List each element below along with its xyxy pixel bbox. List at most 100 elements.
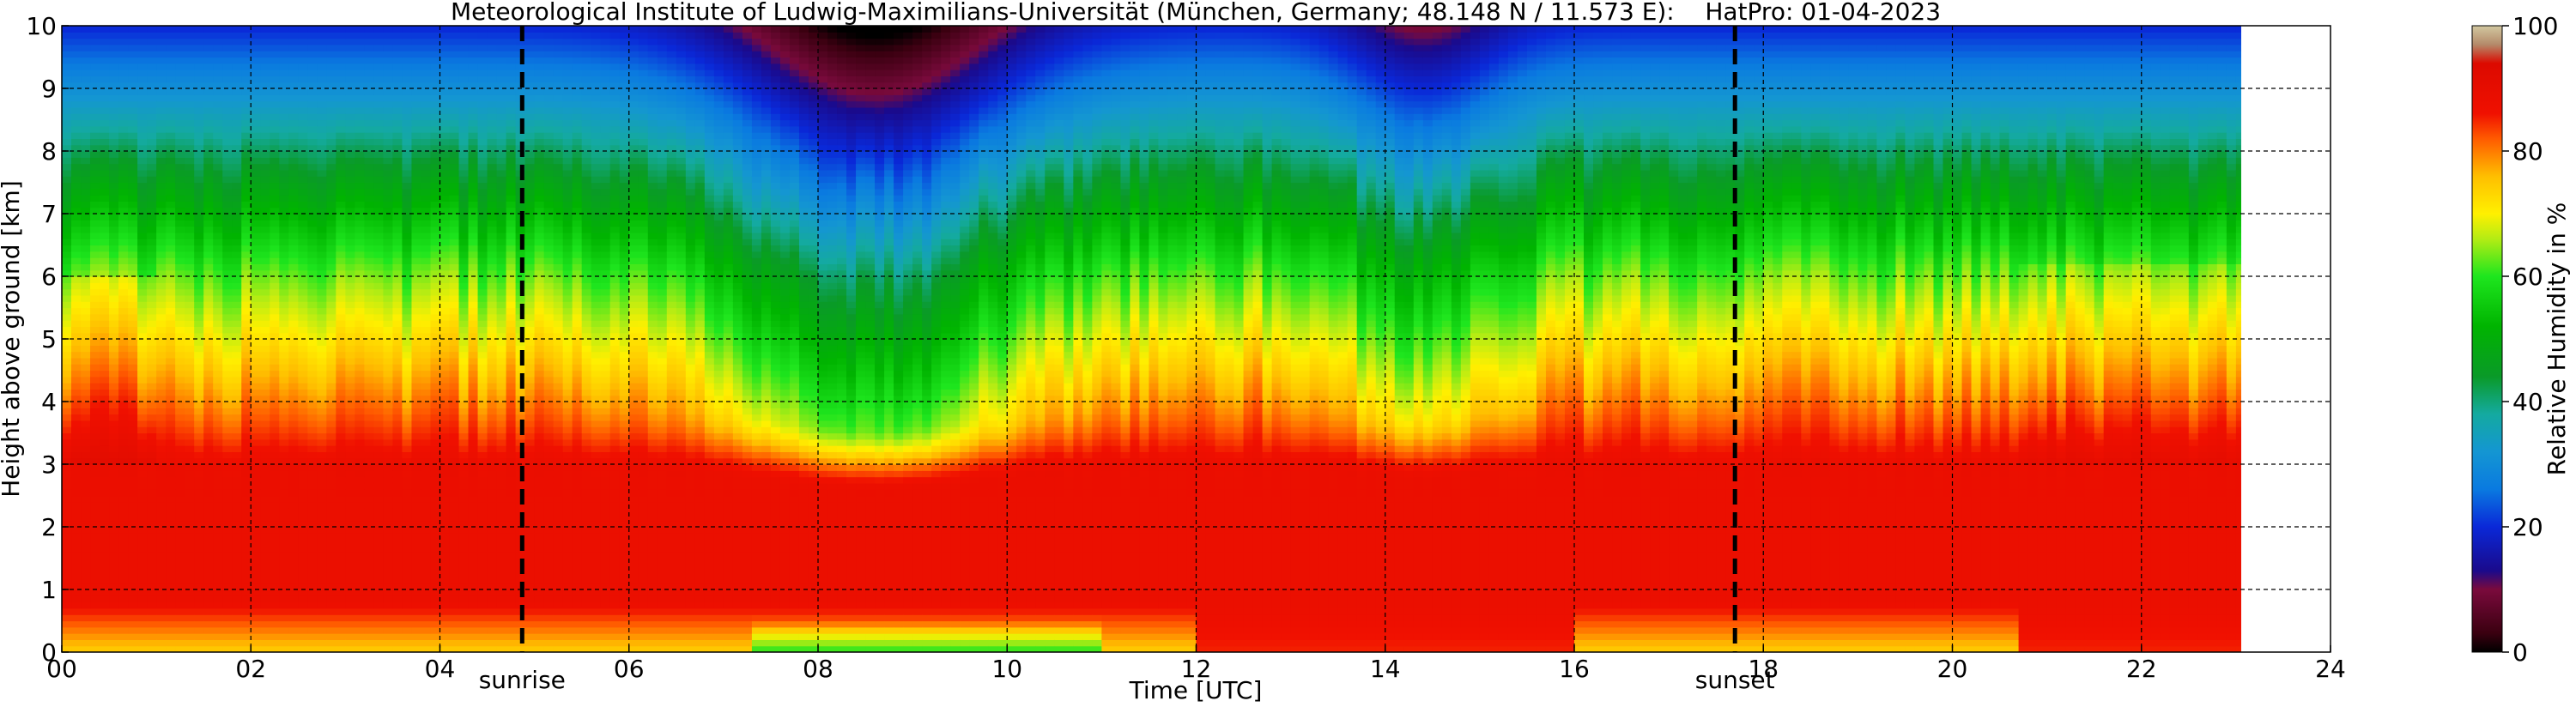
heatmap-cell [506,533,517,540]
heatmap-cell [241,527,252,534]
heatmap-cell [62,26,72,33]
heatmap-cell [459,389,470,396]
heatmap-cell [147,477,157,484]
heatmap-cell [411,276,421,283]
heatmap-cell [336,113,346,120]
heatmap-cell [430,88,440,95]
heatmap-cell [373,113,384,120]
heatmap-cell [166,101,176,108]
heatmap-cell [326,639,336,646]
heatmap-cell [326,559,336,565]
heatmap-cell [440,345,451,352]
heatmap-cell [450,451,460,458]
heatmap-cell [402,559,412,565]
heatmap-cell [156,195,167,202]
heatmap-cell [373,101,384,108]
heatmap-cell [430,126,440,133]
heatmap-cell [488,559,498,565]
heatmap-cell [355,577,365,583]
heatmap-cell [506,377,517,384]
heatmap-cell [355,138,365,145]
heatmap-cell [459,120,470,127]
heatmap-cell [478,251,488,258]
heatmap-cell [109,132,119,139]
heatmap-cell [156,496,167,503]
heatmap-cell [430,451,440,458]
heatmap-cell [128,51,138,57]
heatmap-cell [469,414,479,421]
heatmap-cell [137,358,148,365]
heatmap-cell [307,383,318,390]
heatmap-cell [175,433,185,440]
heatmap-cell [355,214,365,221]
heatmap-cell [279,445,289,452]
heatmap-cell [213,138,223,145]
heatmap-cell [118,439,129,446]
heatmap-cell [326,345,336,352]
heatmap-cell [411,420,421,427]
heatmap-cell [175,220,185,227]
heatmap-cell [194,76,204,82]
heatmap-cell [411,433,421,440]
heatmap-cell [411,289,421,296]
heatmap-cell [241,577,252,583]
heatmap-cell [213,339,223,346]
heatmap-cell [478,608,488,615]
heatmap-cell [128,483,138,490]
heatmap-cell [232,371,242,378]
heatmap-cell [90,339,100,346]
heatmap-cell [383,132,393,139]
heatmap-cell [241,164,252,171]
heatmap-cell [81,470,91,477]
heatmap-cell [478,314,488,321]
heatmap-cell [137,63,148,70]
heatmap-cell [317,320,327,327]
heatmap-cell [147,227,157,233]
heatmap-cell [81,201,91,208]
heatmap-cell [402,88,412,95]
heatmap-cell [411,502,421,509]
heatmap-cell [459,433,470,440]
heatmap-cell [373,621,384,628]
heatmap-cell [241,239,252,245]
heatmap-cell [71,352,82,359]
heatmap-cell [459,88,470,95]
heatmap-cell [506,201,517,208]
heatmap-cell [506,195,517,202]
heatmap-cell [213,565,223,571]
heatmap-cell [166,189,176,196]
heatmap-cell [137,633,148,640]
heatmap-cell [100,76,110,82]
heatmap-cell [307,51,318,57]
heatmap-cell [71,282,82,289]
heatmap-cell [175,496,185,503]
heatmap-cell [307,45,318,51]
heatmap-cell [109,201,119,208]
heatmap-cell [478,132,488,139]
heatmap-cell [411,326,421,333]
heatmap-cell [251,451,261,458]
heatmap-cell [488,39,498,45]
heatmap-cell [525,477,536,484]
heatmap-cell [185,301,195,308]
heatmap-cell [71,170,82,177]
heatmap-cell [222,126,233,133]
heatmap-cell [270,352,280,359]
heatmap-cell [355,51,365,57]
heatmap-cell [326,201,336,208]
heatmap-cell [185,577,195,583]
heatmap-cell [118,176,129,183]
heatmap-cell [440,559,451,565]
heatmap-cell [469,508,479,515]
heatmap-cell [364,220,374,227]
heatmap-cell [251,540,261,547]
heatmap-cell [345,57,355,64]
heatmap-cell [478,176,488,183]
heatmap-cell [478,227,488,233]
heatmap-cell [317,227,327,233]
heatmap-cell [137,195,148,202]
heatmap-cell [194,164,204,171]
heatmap-cell [488,201,498,208]
heatmap-cell [213,326,223,333]
heatmap-cell [298,170,308,177]
